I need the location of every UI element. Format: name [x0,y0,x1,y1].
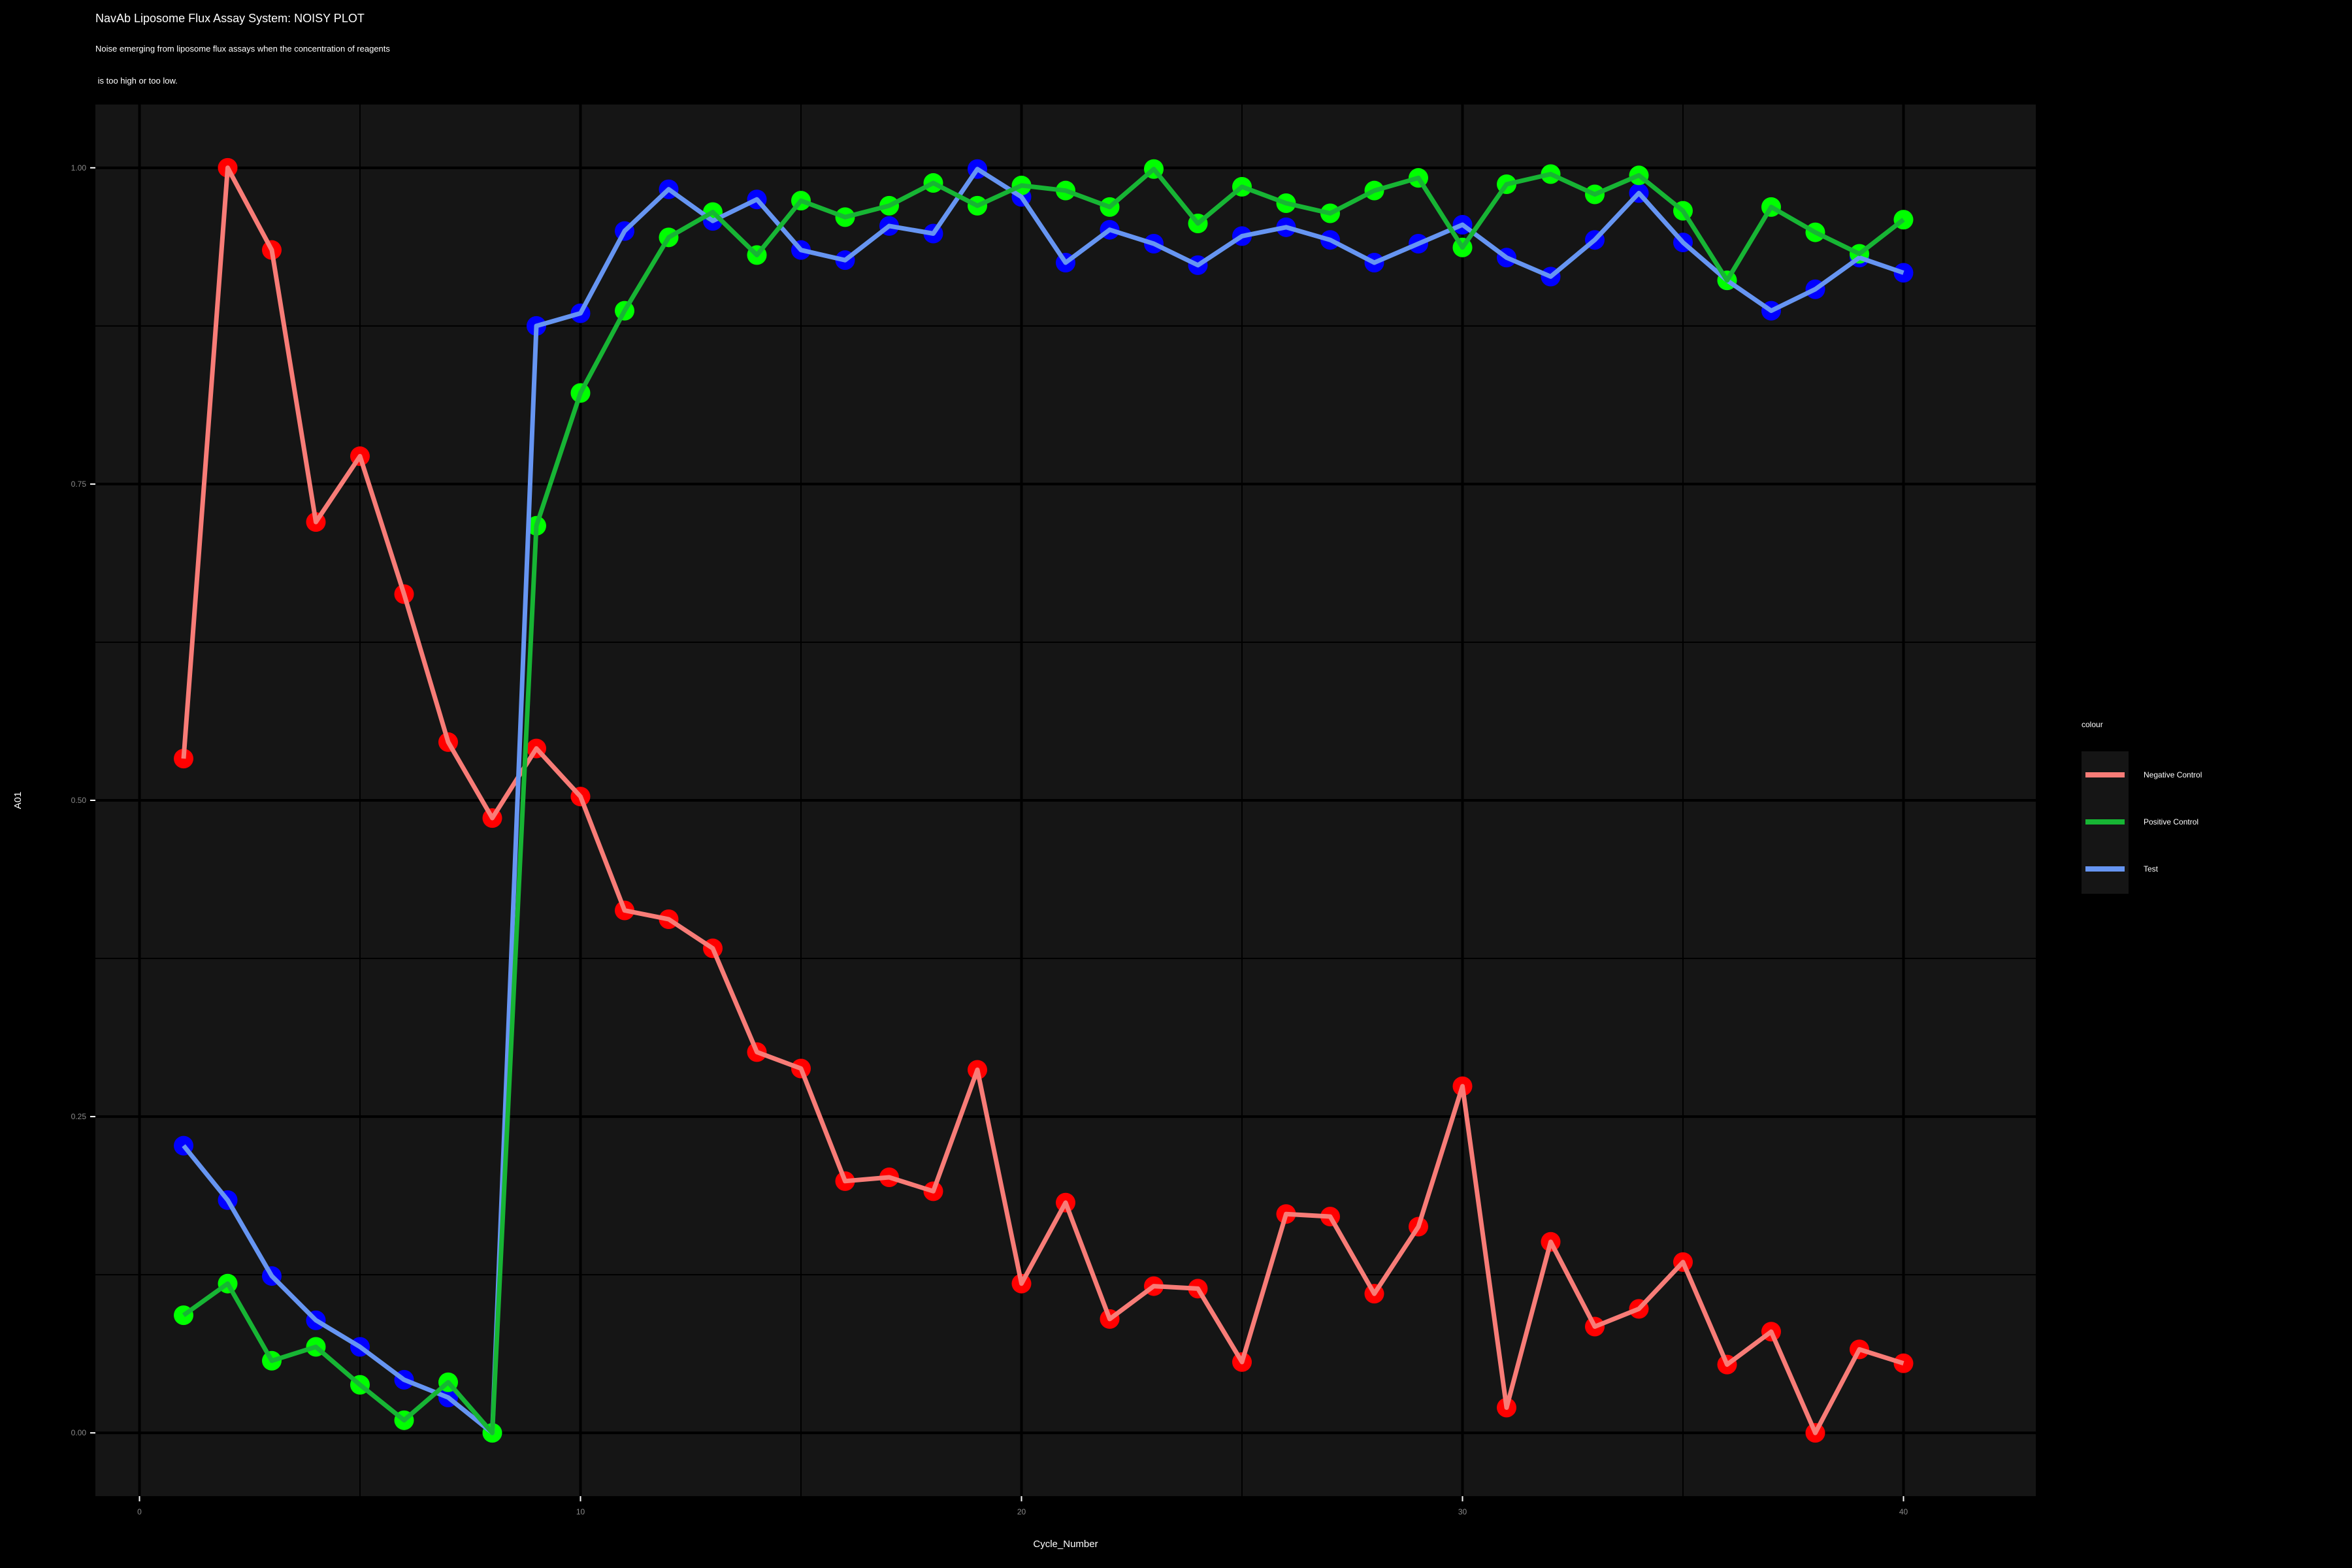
y-tick-label: 0.75 [71,480,87,489]
x-tick-label: 20 [1017,1507,1026,1516]
positive-control-legend-label: Positive Control [2144,817,2198,826]
positive-control-line [182,167,1905,1435]
legend: colour Negative Control Positive Control T… [2082,720,2202,894]
x-axis: 0 10 20 30 40 [137,1496,1908,1516]
grid-major-lines [95,105,2036,1496]
chart-subtitle-line1: Noise emerging from liposome flux assays… [95,44,390,54]
x-tick-label: 0 [137,1507,142,1516]
x-tick-label: 40 [1899,1507,1908,1516]
test-line [182,167,1904,1435]
chart-title: NavAb Liposome Flux Assay System: NOISY … [95,12,365,25]
y-tick-label: 0.00 [71,1428,87,1437]
y-tick-label: 0.25 [71,1112,87,1121]
y-tick-label: 1.00 [71,163,87,172]
negative-control-legend-label: Negative Control [2144,770,2202,779]
test-legend-label: Test [2144,864,2159,874]
legend-title: colour [2082,720,2103,729]
x-tick-label: 30 [1458,1507,1467,1516]
test-point [1893,263,1914,283]
y-axis: 0.00 0.25 0.50 0.75 1.00 [71,163,95,1437]
y-tick-label: 0.50 [71,796,87,805]
y-axis-label: A01 [12,792,24,809]
chart-subtitle-line2: is too high or too low. [95,76,178,86]
x-tick-label: 10 [576,1507,585,1516]
series-lines [181,165,1905,1435]
negative-control-line [181,165,1904,1435]
x-axis-label: Cycle_Number [1033,1539,1098,1550]
